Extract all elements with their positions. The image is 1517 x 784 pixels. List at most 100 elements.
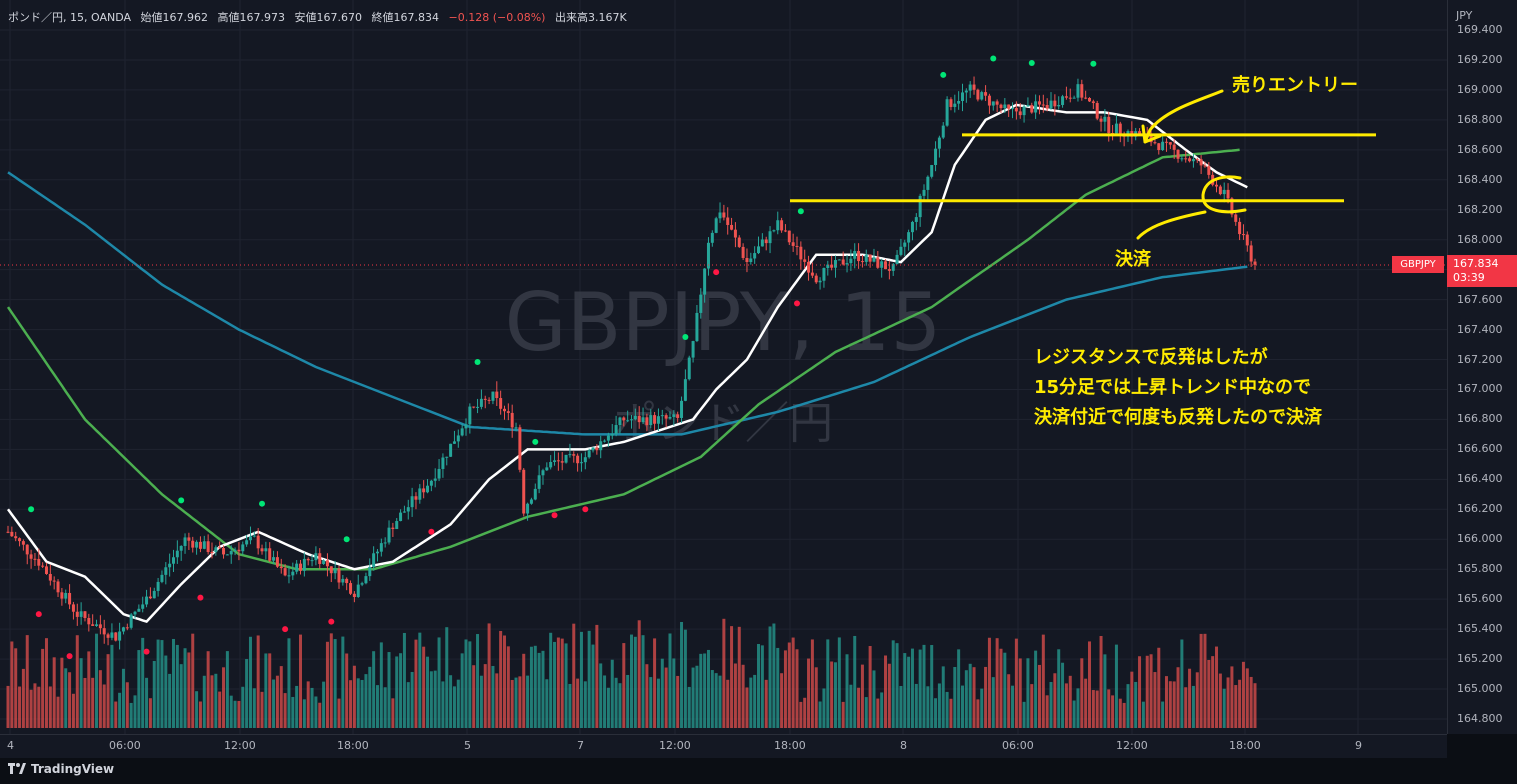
candle-body xyxy=(1057,104,1061,107)
candle-body xyxy=(44,566,48,574)
legend-change: −0.128 (−0.08%) xyxy=(448,11,546,24)
candle-body xyxy=(33,558,37,560)
volume-bar xyxy=(768,626,772,728)
candle-body xyxy=(1238,221,1242,235)
volume-bar xyxy=(360,679,364,728)
volume-bar xyxy=(718,675,722,728)
candle-body xyxy=(995,101,999,105)
annotation-note-line-2: 15分足では上昇トレンド中なので xyxy=(1034,377,1312,398)
volume-bar xyxy=(1011,685,1015,728)
volume-bar xyxy=(664,667,668,728)
volume-bar xyxy=(310,687,314,728)
volume-bar xyxy=(764,679,768,728)
candle-body xyxy=(322,560,326,564)
volume-bar xyxy=(110,644,114,728)
volume-bar xyxy=(630,634,633,728)
candle-body xyxy=(857,250,861,262)
volume-bar xyxy=(1203,633,1207,728)
volume-bar xyxy=(795,649,799,728)
swing-low-marker xyxy=(713,269,720,276)
volume-bar xyxy=(803,697,807,728)
volume-bar xyxy=(468,641,472,728)
current-price-tag: 167.834 03:39 xyxy=(1447,255,1517,287)
candle-body xyxy=(452,441,456,444)
candle-body xyxy=(699,294,703,313)
time-axis[interactable]: 4 06:00 12:00 18:00 5 7 12:00 18:00 8 06:00 12:00 1… xyxy=(0,734,1447,759)
price-tick: 165.200 xyxy=(1457,652,1503,666)
volume-bar xyxy=(576,678,580,728)
volume-bar xyxy=(564,643,568,728)
candle-body xyxy=(930,165,934,177)
volume-bar xyxy=(922,644,926,728)
chart-area[interactable]: GBPJPY, 15 ポンド／円 ポンド／円, 15, OANDA 始値167.… xyxy=(0,0,1447,734)
candle-body xyxy=(1084,97,1088,99)
candle-body xyxy=(1195,159,1199,161)
candle-body xyxy=(853,250,857,259)
candle-body xyxy=(1007,104,1011,109)
volume-bar xyxy=(807,658,811,728)
volume-bar xyxy=(887,663,891,728)
swing-high-marker xyxy=(178,497,185,504)
volume-bar xyxy=(275,675,279,728)
candle-body xyxy=(864,254,868,262)
candle-body xyxy=(426,485,430,493)
volume-bar xyxy=(1034,650,1038,728)
volume-bar xyxy=(1249,676,1253,728)
volume-bar xyxy=(791,637,795,728)
volume-bar xyxy=(379,642,383,728)
candle-body xyxy=(907,232,911,243)
candle-body xyxy=(368,566,372,577)
candle-body xyxy=(876,257,880,268)
candle-body xyxy=(233,549,237,552)
legend-symbol[interactable]: ポンド／円, 15, OANDA xyxy=(8,11,132,24)
candle-body xyxy=(633,415,637,420)
candle-body xyxy=(895,254,899,265)
candle-body xyxy=(599,441,603,451)
volume-bar xyxy=(499,630,503,728)
tradingview-logo[interactable]: TradingView xyxy=(8,762,114,776)
candle-body xyxy=(102,628,106,635)
volume-bar xyxy=(502,635,506,728)
settle-arrow xyxy=(1136,210,1207,240)
candle-body xyxy=(483,398,487,400)
time-tick: 18:00 xyxy=(337,739,369,752)
volume-bar xyxy=(233,700,237,728)
swing-low-marker xyxy=(282,626,289,633)
candle-body xyxy=(1234,214,1238,222)
volume-bar xyxy=(325,641,329,728)
volume-bar xyxy=(1037,664,1041,728)
ma-slow-line xyxy=(7,171,1248,436)
price-tick: 165.600 xyxy=(1457,592,1503,606)
candle-body xyxy=(295,563,299,572)
volume-bar xyxy=(987,637,991,728)
candle-body xyxy=(68,592,72,605)
volume-bar xyxy=(1138,656,1142,728)
volume-bar xyxy=(252,688,256,728)
volume-bar xyxy=(1180,639,1184,728)
volume-bar xyxy=(1014,638,1018,728)
price-tick: 166.400 xyxy=(1457,472,1503,486)
drawings[interactable] xyxy=(790,89,1376,240)
volume-bar xyxy=(1126,684,1130,728)
candle-body xyxy=(945,99,949,126)
candle-body xyxy=(1180,158,1184,160)
volume-bar xyxy=(148,698,152,728)
candle-body xyxy=(210,552,214,554)
time-tick: 5 xyxy=(464,739,471,752)
candle-body xyxy=(60,592,64,599)
volume-bar xyxy=(14,648,18,728)
candle-body xyxy=(360,583,364,585)
volume-bar xyxy=(245,659,249,728)
candle-body xyxy=(318,553,322,564)
volume-bar xyxy=(864,697,868,728)
price-axis[interactable]: JPY 169.400 169.200 169.000 168.800 168.600 1… xyxy=(1447,0,1517,734)
volume-bar xyxy=(1076,688,1080,728)
legend-close: 終値167.834 xyxy=(371,11,440,24)
volume-bar xyxy=(333,639,337,728)
volume-bar xyxy=(641,635,645,728)
candle-body xyxy=(926,176,930,190)
candle-body xyxy=(510,412,514,428)
volume-bar xyxy=(437,637,441,728)
volume-bar xyxy=(691,667,695,728)
candle-body xyxy=(433,478,437,481)
